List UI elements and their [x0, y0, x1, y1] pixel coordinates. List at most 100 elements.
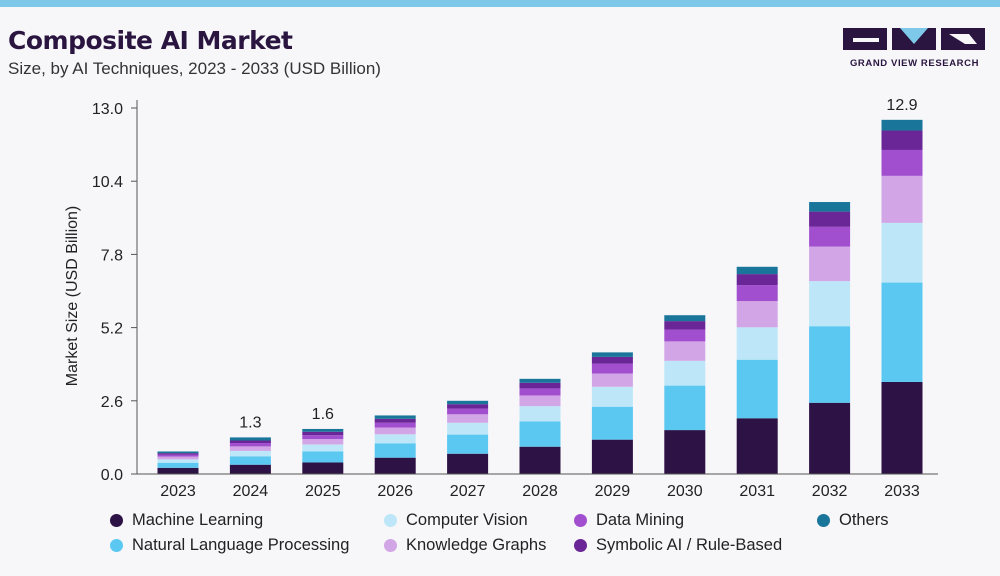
legend-label: Others	[839, 511, 889, 529]
bar-segment	[447, 404, 489, 409]
bar-segment	[157, 467, 199, 474]
bar-segment	[809, 326, 851, 403]
y-tick-label: 2.6	[101, 394, 123, 411]
bar-segment	[229, 440, 271, 444]
bar-segment	[374, 434, 416, 444]
x-tick-label: 2023	[160, 483, 196, 500]
bar-segment	[374, 457, 416, 474]
x-tick-label: 2028	[522, 483, 558, 500]
bar-segment	[591, 406, 633, 440]
bar-segment	[519, 395, 561, 407]
bar-total-label: 12.9	[886, 97, 917, 114]
bar-segment	[664, 315, 706, 322]
bar-segment	[157, 462, 199, 468]
y-tick-label: 0.0	[101, 467, 123, 484]
legend-label: Data Mining	[596, 511, 685, 529]
x-axis: 2023 2024 2025 2026 2027 2028 2029 2030 2031 2032…	[137, 473, 938, 500]
grand-view-research-logo	[843, 28, 985, 50]
bar-segment	[664, 321, 706, 330]
bar-segment	[229, 464, 271, 474]
bar-segment	[809, 281, 851, 327]
x-tick-label: 2026	[377, 483, 413, 500]
bar-segment	[447, 414, 489, 423]
logo-text: GRAND VIEW RESEARCH	[849, 58, 980, 69]
bar-segment	[374, 443, 416, 458]
legend-swatch	[574, 514, 587, 527]
x-tick-label: 2032	[812, 483, 848, 500]
y-tick-label: 13.0	[92, 101, 123, 118]
x-tick-label: 2027	[450, 483, 486, 500]
bar-segment	[736, 301, 778, 328]
bar-segment	[374, 422, 416, 428]
bar-segment	[519, 406, 561, 422]
legend-item: Data Mining	[574, 511, 684, 530]
bar-segment	[302, 431, 344, 436]
bar-segment	[881, 222, 923, 283]
bar-segment	[229, 456, 271, 465]
bar-segment	[302, 451, 344, 463]
legend-item: Machine Learning	[110, 511, 263, 530]
legend-swatch	[110, 539, 123, 552]
y-axis-title: Market Size (USD Billion)	[64, 206, 81, 386]
bar-segment	[302, 435, 344, 440]
bar-segment	[809, 202, 851, 212]
legend-label: Symbolic AI / Rule-Based	[596, 536, 783, 554]
bar-segment	[302, 462, 344, 474]
x-tick-label: 2029	[595, 483, 631, 500]
bar-segment	[591, 386, 633, 407]
bar-segment	[591, 356, 633, 364]
bar-segment	[302, 439, 344, 445]
bar-segment	[519, 388, 561, 396]
bar-segment	[881, 381, 923, 474]
legend-item: Others	[817, 511, 889, 530]
bar-total-label: 1.3	[239, 414, 261, 431]
bar-segment	[591, 373, 633, 387]
x-tick-label: 2025	[305, 483, 341, 500]
y-tick-label: 5.2	[101, 321, 123, 338]
bar-segment	[664, 360, 706, 386]
bar-segment	[664, 329, 706, 342]
bar-segment	[519, 382, 561, 389]
y-tick-label: 10.4	[92, 174, 123, 191]
bar-segment	[736, 327, 778, 360]
bar-segment	[447, 400, 489, 405]
bar-segment	[736, 418, 778, 474]
legend-swatch	[384, 539, 397, 552]
y-axis: 0.0 2.6 5.2 7.8 10.4 13.0 Market Size (USD Bil…	[64, 100, 138, 484]
legend-label: Natural Language Processing	[132, 536, 350, 554]
bar-segment	[447, 434, 489, 454]
legend-label: Computer Vision	[406, 511, 528, 529]
bar-segment	[809, 226, 851, 247]
bar-total-label: 1.6	[312, 406, 334, 423]
page-subtitle: Size, by AI Techniques, 2023 - 2033 (USD…	[8, 59, 381, 78]
legend-label: Machine Learning	[132, 511, 264, 529]
bar-segment	[447, 453, 489, 474]
legend-swatch	[384, 514, 397, 527]
bar-segment	[881, 149, 923, 176]
bar-segment	[519, 421, 561, 447]
bar-segment	[881, 119, 923, 131]
legend-item: Computer Vision	[384, 511, 528, 530]
bar-segment	[736, 274, 778, 286]
bar-segment	[229, 443, 271, 447]
legend-label: Knowledge Graphs	[406, 536, 547, 554]
bar-segment	[591, 363, 633, 374]
bar-segment	[229, 446, 271, 451]
bar-segment	[664, 341, 706, 361]
bar-segment	[447, 422, 489, 435]
bar-segment	[157, 459, 199, 463]
bar-segment	[736, 266, 778, 275]
bar-segment	[157, 453, 199, 455]
bar-segment	[447, 408, 489, 415]
bar-segment	[374, 427, 416, 435]
bar-segment	[519, 378, 561, 383]
legend-item: Knowledge Graphs	[384, 536, 546, 555]
y-tick-label: 7.8	[101, 247, 123, 264]
bar-segment	[809, 402, 851, 474]
bar-segment	[374, 415, 416, 419]
legend-swatch	[817, 514, 830, 527]
top-accent-bar	[0, 0, 1000, 7]
bar-segment	[591, 439, 633, 474]
bar-segment	[736, 359, 778, 419]
